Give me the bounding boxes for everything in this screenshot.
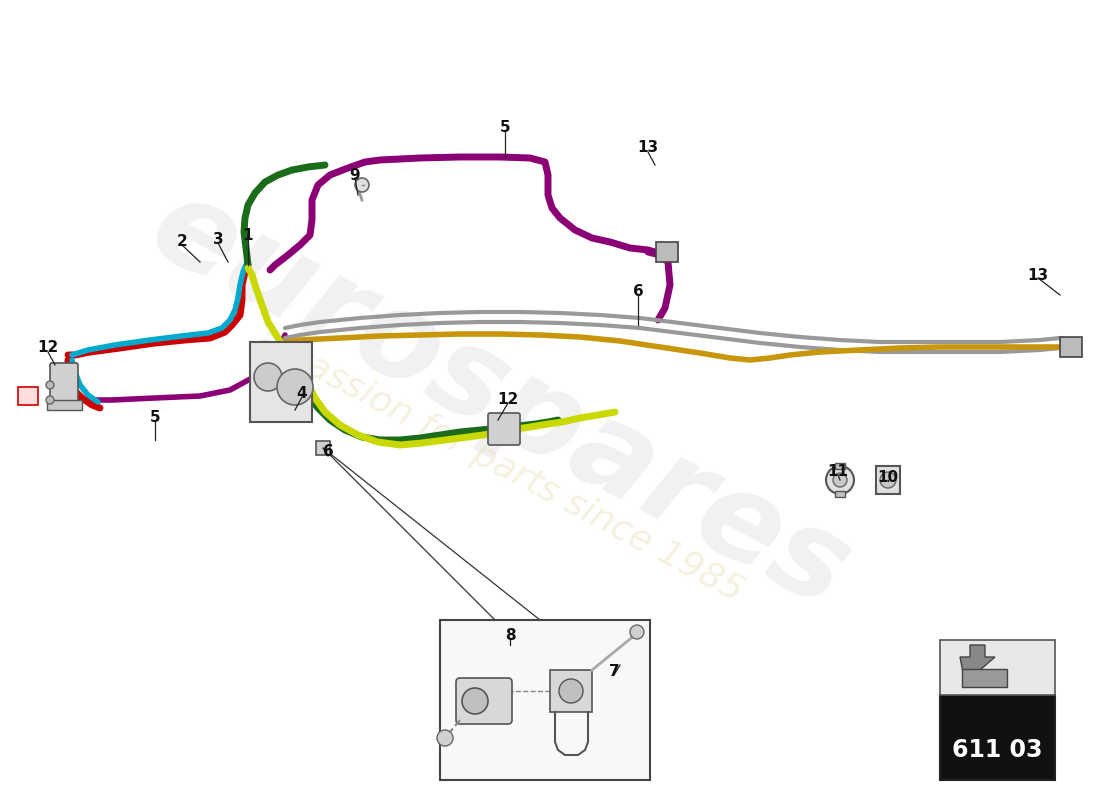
Circle shape: [826, 466, 854, 494]
Text: 7: 7: [608, 665, 619, 679]
Text: 611 03: 611 03: [953, 738, 1043, 762]
Bar: [940, 695, 1055, 780]
Text: 4: 4: [297, 386, 307, 401]
Bar: [962, 669, 1006, 687]
Circle shape: [880, 472, 896, 488]
Text: a passion for parts since 1985: a passion for parts since 1985: [251, 322, 749, 608]
Circle shape: [559, 679, 583, 703]
Circle shape: [833, 473, 847, 487]
Text: 3: 3: [212, 233, 223, 247]
Circle shape: [630, 625, 644, 639]
Bar: [1060, 337, 1082, 357]
Bar: [656, 242, 678, 262]
Text: 13: 13: [637, 141, 659, 155]
Text: 8: 8: [505, 627, 515, 642]
Polygon shape: [960, 645, 996, 683]
Circle shape: [46, 381, 54, 389]
Circle shape: [355, 178, 368, 192]
Text: 5: 5: [499, 119, 510, 134]
Bar: [550, 670, 592, 712]
Circle shape: [462, 688, 488, 714]
Text: eurospares: eurospares: [131, 167, 869, 633]
Text: 11: 11: [827, 465, 848, 479]
Circle shape: [46, 396, 54, 404]
Text: 6: 6: [322, 445, 333, 459]
Bar: [940, 640, 1055, 695]
Text: 10: 10: [878, 470, 899, 486]
Text: 12: 12: [37, 341, 58, 355]
FancyBboxPatch shape: [50, 363, 78, 402]
FancyBboxPatch shape: [456, 678, 512, 724]
Circle shape: [277, 369, 313, 405]
Bar: [18, 387, 38, 405]
Bar: [250, 342, 312, 422]
Bar: [316, 441, 330, 455]
FancyBboxPatch shape: [488, 413, 520, 445]
Text: 2: 2: [177, 234, 187, 250]
Bar: [835, 463, 845, 469]
Bar: [440, 620, 650, 780]
Text: 5: 5: [150, 410, 161, 426]
Text: 1: 1: [243, 227, 253, 242]
Circle shape: [254, 363, 282, 391]
Text: 9: 9: [350, 167, 361, 182]
Circle shape: [437, 730, 453, 746]
Text: 6: 6: [632, 285, 644, 299]
Bar: [876, 466, 900, 494]
Bar: [835, 491, 845, 497]
Polygon shape: [47, 400, 82, 410]
Text: 13: 13: [1027, 267, 1048, 282]
Text: 12: 12: [497, 393, 518, 407]
